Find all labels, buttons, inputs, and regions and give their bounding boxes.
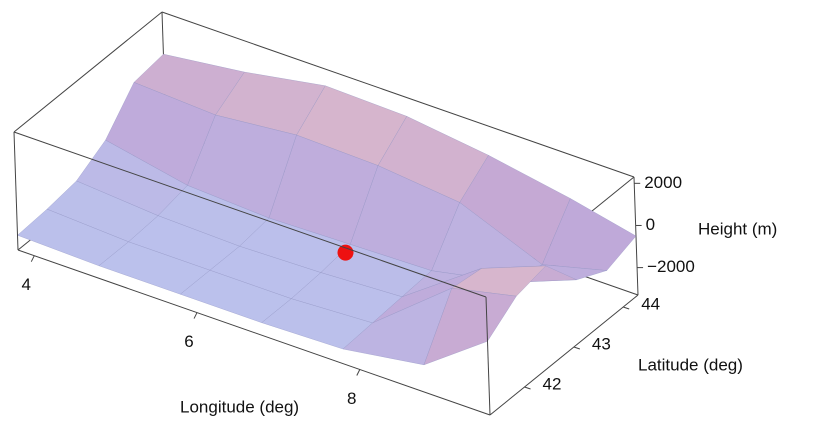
box-edge [13, 11, 163, 133]
marker-point [337, 244, 354, 261]
x-tick-label: 4 [22, 275, 31, 294]
z-tick-label: 0 [646, 215, 655, 234]
y-tick [524, 386, 531, 390]
y-tick-label: 43 [592, 334, 611, 353]
surface [17, 53, 637, 366]
x-tick [356, 369, 361, 376]
x-tick [193, 312, 198, 319]
z-tick-label: 2000 [644, 173, 682, 192]
box-edge [485, 296, 491, 416]
box-edge [13, 131, 487, 298]
x-tick-label: 6 [184, 332, 193, 351]
y-tick [623, 306, 630, 310]
y-tick [573, 346, 581, 350]
z-axis-label: Height (m) [698, 219, 777, 238]
x-axis-label: Longitude (deg) [180, 397, 299, 416]
box-edge [13, 131, 19, 251]
y-tick-label: 42 [543, 374, 562, 393]
box-edge [489, 294, 639, 416]
box-edge [161, 11, 635, 178]
y-tick-label: 44 [641, 294, 660, 313]
x-tick [30, 255, 35, 262]
z-tick-label: −2000 [647, 257, 695, 276]
y-axis-label: Latitude (deg) [638, 355, 743, 374]
surface-patch [423, 287, 517, 366]
box-edge [17, 249, 491, 416]
x-tick-label: 8 [347, 389, 356, 408]
